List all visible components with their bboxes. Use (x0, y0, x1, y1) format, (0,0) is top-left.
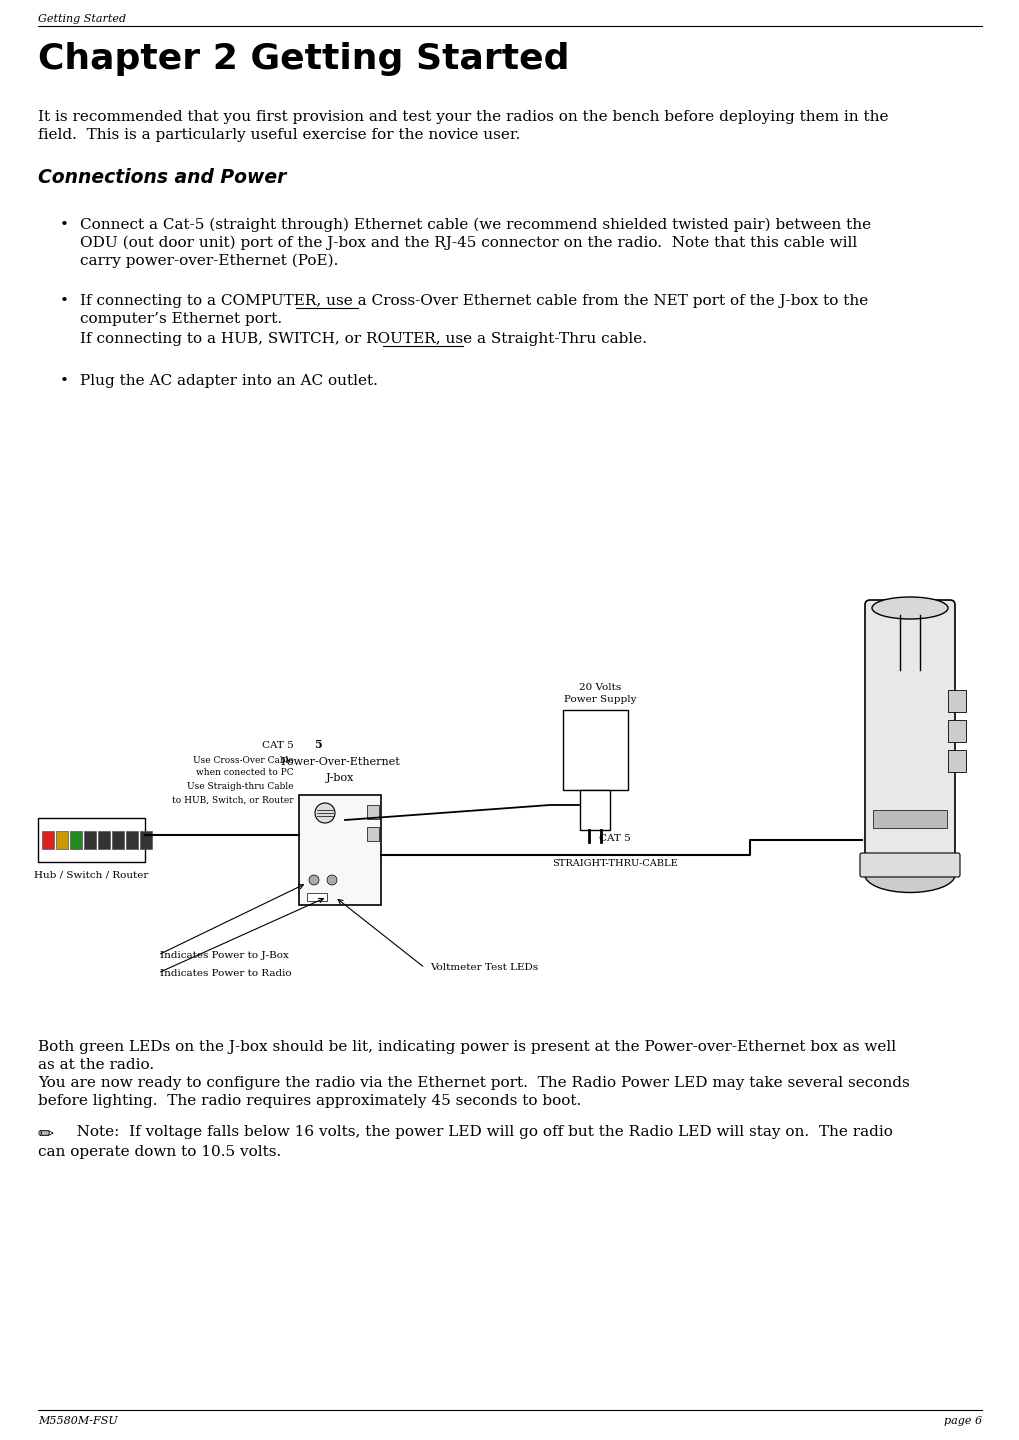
Text: If connecting to a COMPUTER, use a Cross-Over Ethernet cable from the NET port o: If connecting to a COMPUTER, use a Cross… (79, 294, 867, 308)
Text: If connecting to a HUB, SWITCH, or ROUTER, use a Straight-Thru cable.: If connecting to a HUB, SWITCH, or ROUTE… (79, 333, 646, 346)
Text: computer’s Ethernet port.: computer’s Ethernet port. (79, 312, 282, 325)
Text: Connections and Power: Connections and Power (38, 168, 286, 187)
Text: Power Supply: Power Supply (564, 696, 636, 704)
Text: Indicates Power to J-Box: Indicates Power to J-Box (160, 950, 288, 959)
FancyBboxPatch shape (580, 791, 609, 829)
Ellipse shape (871, 598, 947, 619)
Bar (42, 831, 54, 850)
Text: Use Cross-Over Cable: Use Cross-Over Cable (193, 756, 293, 765)
Text: It is recommended that you first provision and test your the radios on the bench: It is recommended that you first provisi… (38, 109, 888, 124)
Text: Chapter 2 Getting Started: Chapter 2 Getting Started (38, 42, 569, 76)
Text: J-box: J-box (325, 773, 354, 783)
Text: Hub / Switch / Router: Hub / Switch / Router (35, 870, 149, 878)
Text: as at the radio.: as at the radio. (38, 1058, 154, 1071)
Bar (299, 795, 381, 904)
Bar (367, 805, 379, 819)
Bar (84, 831, 96, 850)
Bar (367, 827, 379, 841)
Text: when conected to PC: when conected to PC (197, 768, 293, 778)
Bar (38, 818, 145, 863)
FancyBboxPatch shape (859, 852, 959, 877)
FancyBboxPatch shape (864, 600, 954, 876)
Text: before lighting.  The radio requires approximately 45 seconds to boot.: before lighting. The radio requires appr… (38, 1094, 581, 1107)
Text: •: • (60, 294, 69, 308)
Text: Power-Over-Ethernet: Power-Over-Ethernet (280, 757, 399, 768)
Bar (56, 831, 68, 850)
Bar (947, 750, 965, 772)
Text: page 6: page 6 (943, 1416, 981, 1426)
Text: Voltmeter Test LEDs: Voltmeter Test LEDs (430, 963, 538, 972)
Ellipse shape (864, 857, 954, 893)
Bar (70, 831, 82, 850)
Text: STRAIGHT-THRU-CABLE: STRAIGHT-THRU-CABLE (551, 860, 678, 868)
Text: 20 Volts: 20 Volts (579, 683, 621, 693)
Bar (872, 809, 946, 828)
FancyBboxPatch shape (562, 710, 628, 791)
Text: Note:  If voltage falls below 16 volts, the power LED will go off but the Radio : Note: If voltage falls below 16 volts, t… (62, 1125, 892, 1139)
Text: M5580M-FSU: M5580M-FSU (38, 1416, 117, 1426)
Text: carry power-over-Ethernet (PoE).: carry power-over-Ethernet (PoE). (79, 253, 338, 268)
Bar (947, 720, 965, 742)
Text: ODU (out door unit) port of the J-box and the RJ-45 connector on the radio.  Not: ODU (out door unit) port of the J-box an… (79, 236, 856, 251)
Text: •: • (60, 374, 69, 387)
Bar (140, 831, 152, 850)
Text: 5: 5 (314, 739, 322, 750)
Text: Plug the AC adapter into an AC outlet.: Plug the AC adapter into an AC outlet. (79, 374, 377, 387)
Text: •: • (60, 217, 69, 232)
Text: Getting Started: Getting Started (38, 14, 126, 24)
Text: Indicates Power to Radio: Indicates Power to Radio (160, 969, 291, 978)
Circle shape (327, 876, 336, 886)
Text: CAT 5: CAT 5 (598, 834, 631, 842)
Circle shape (309, 876, 319, 886)
Text: ✏: ✏ (38, 1125, 54, 1143)
Text: CAT 5: CAT 5 (262, 742, 293, 750)
Text: to HUB, Switch, or Router: to HUB, Switch, or Router (172, 796, 293, 805)
Text: Both green LEDs on the J-box should be lit, indicating power is present at the P: Both green LEDs on the J-box should be l… (38, 1040, 896, 1054)
Text: You are now ready to configure the radio via the Ethernet port.  The Radio Power: You are now ready to configure the radio… (38, 1076, 909, 1090)
Text: field.  This is a particularly useful exercise for the novice user.: field. This is a particularly useful exe… (38, 128, 520, 143)
Bar (307, 893, 327, 901)
Circle shape (315, 804, 334, 824)
Bar (112, 831, 124, 850)
Bar (947, 690, 965, 711)
Bar (98, 831, 110, 850)
Bar (126, 831, 138, 850)
Text: Connect a Cat-5 (straight through) Ethernet cable (we recommend shielded twisted: Connect a Cat-5 (straight through) Ether… (79, 217, 870, 232)
Text: Use Straigh-thru Cable: Use Straigh-thru Cable (187, 782, 293, 791)
Text: can operate down to 10.5 volts.: can operate down to 10.5 volts. (38, 1145, 281, 1159)
